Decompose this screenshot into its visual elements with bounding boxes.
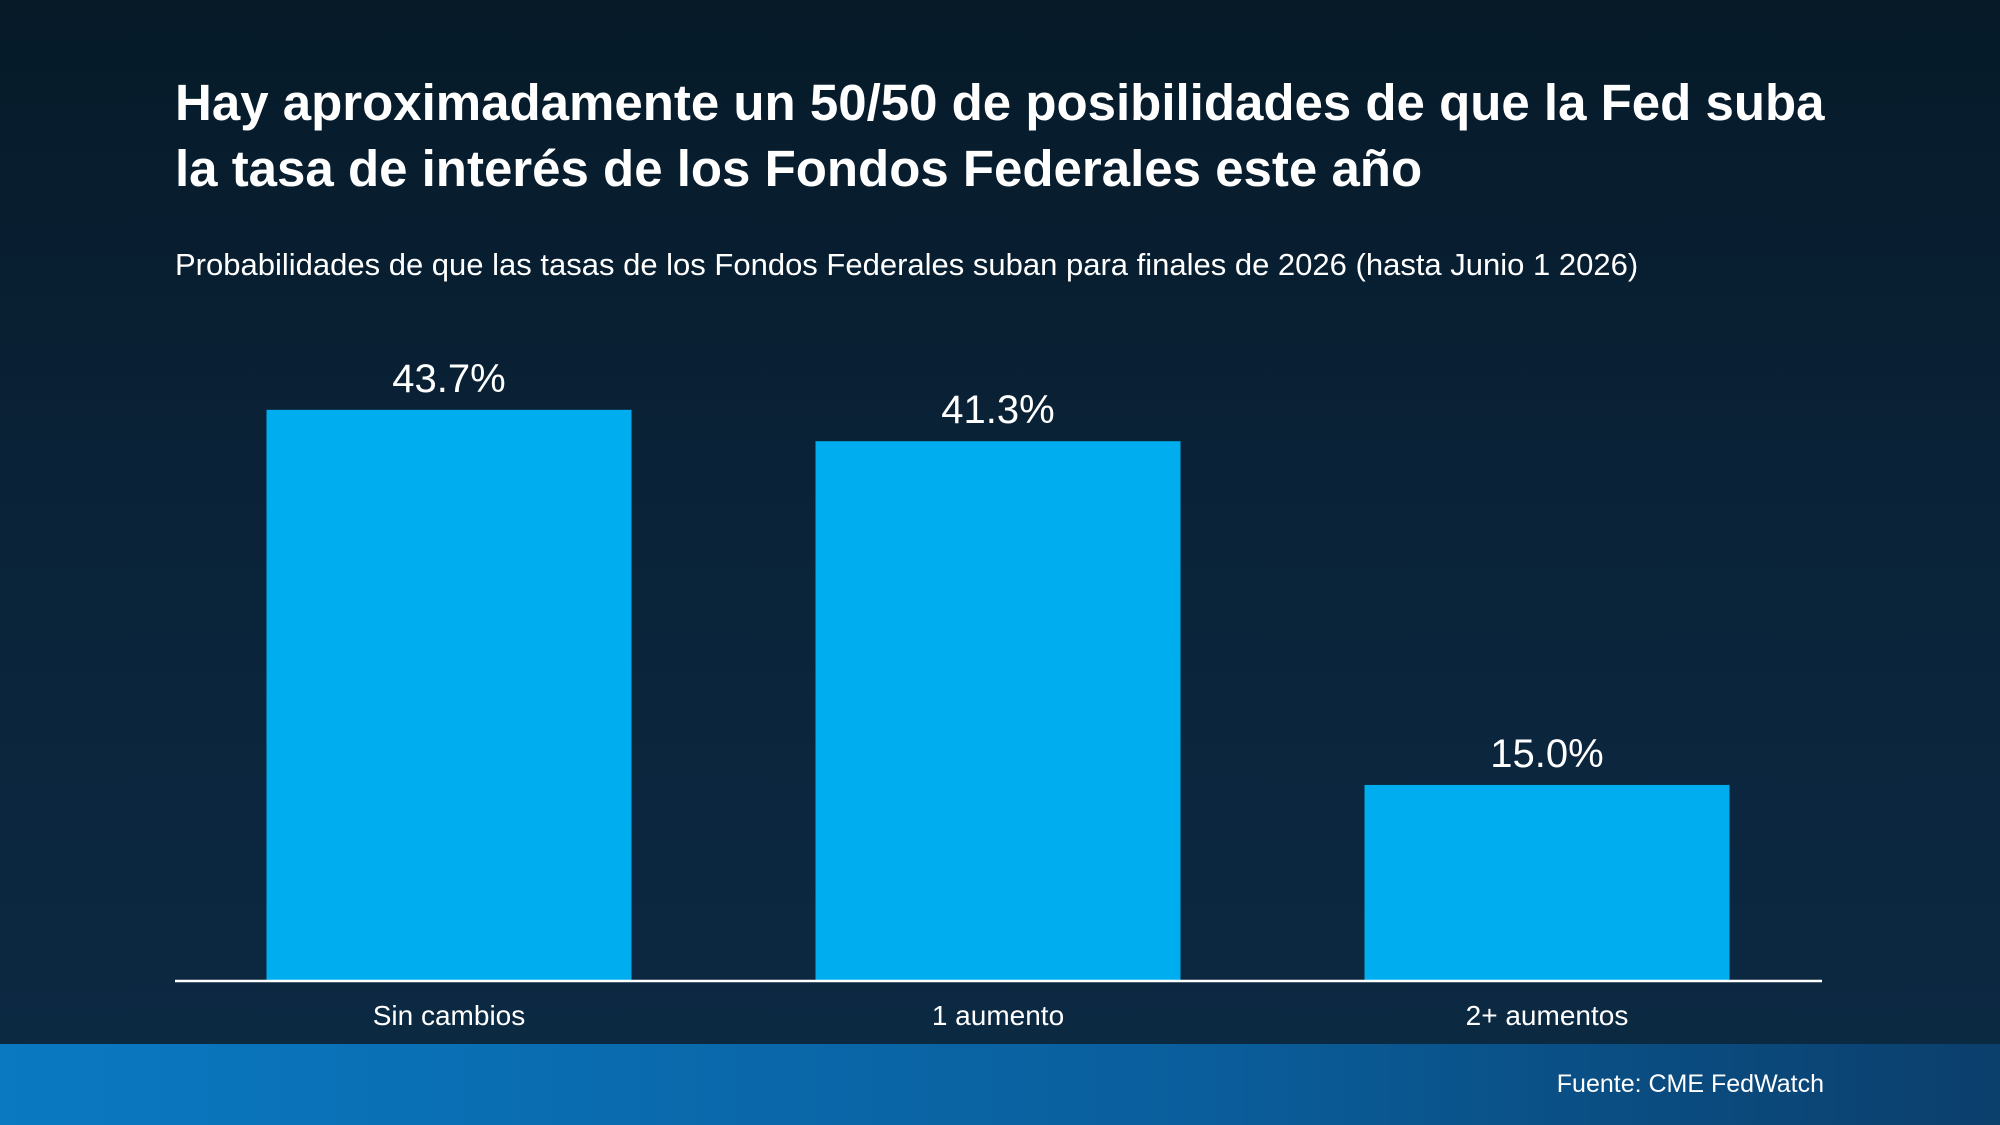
value-label-1: 43.7% bbox=[392, 357, 505, 401]
value-label-2: 41.3% bbox=[941, 388, 1054, 432]
footer-band: Fuente: CME FedWatch bbox=[0, 1044, 2000, 1125]
bar-3 bbox=[1364, 784, 1730, 981]
category-label-2: 1 aumento bbox=[932, 1000, 1064, 1031]
category-label-3: 2+ aumentos bbox=[1466, 1000, 1629, 1031]
chart-subtitle: Probabilidades de que las tasas de los F… bbox=[175, 247, 1639, 282]
bar-1 bbox=[266, 409, 632, 981]
bars-layer bbox=[266, 409, 1730, 982]
labels-layer: 43.7% Sin cambios 41.3% 1 aumento 15.0% 2+ au… bbox=[373, 357, 1629, 1031]
chart-title: Hay aproximadamente un 50/50 de posibili… bbox=[175, 74, 1825, 197]
category-label-1: Sin cambios bbox=[373, 1000, 526, 1031]
bar-chart: 43.7% Sin cambios 41.3% 1 aumento 15.0% 2+ au… bbox=[266, 357, 1730, 1031]
source-note: Fuente: CME FedWatch bbox=[1556, 1070, 1824, 1098]
value-label-3: 15.0% bbox=[1490, 732, 1603, 776]
bar-2 bbox=[815, 441, 1181, 982]
